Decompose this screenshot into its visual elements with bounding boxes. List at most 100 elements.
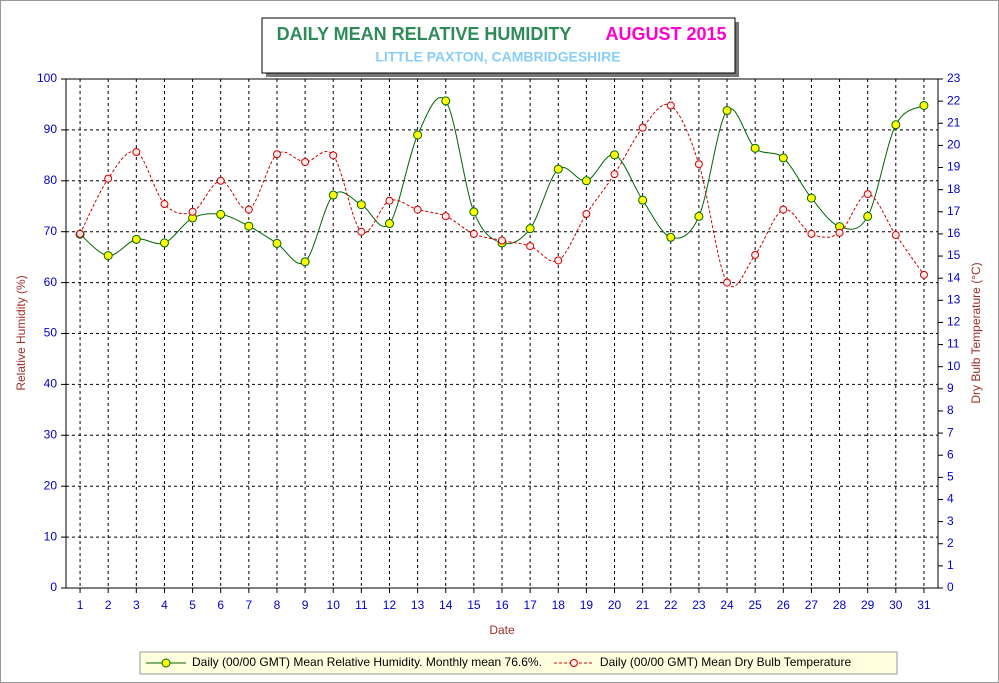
point [582, 209, 591, 218]
point [103, 251, 113, 261]
legend-marker [569, 659, 578, 667]
y2-tick-label: 2 [947, 536, 954, 550]
y-tick-label: 30 [44, 427, 58, 441]
y2-tick-label: 0 [947, 580, 954, 594]
x-tick-label: 5 [189, 598, 196, 612]
x-tick-label: 28 [833, 598, 847, 612]
point [300, 257, 310, 267]
y2-tick-label: 11 [947, 337, 960, 351]
y2-tick-label: 22 [947, 93, 961, 107]
x-tick-label: 22 [664, 598, 678, 612]
chart-subtitle: LITTLE PAXTON, CAMBRIDGESHIRE [375, 49, 620, 65]
point [188, 207, 197, 216]
x-tick-label: 21 [636, 598, 650, 612]
y2-tick-label: 17 [947, 204, 961, 218]
point [159, 238, 169, 248]
y2-axis-label: Dry Bulb Temperature (°C) [969, 262, 983, 403]
x-tick-label: 30 [889, 598, 903, 612]
x-tick-label: 27 [805, 598, 819, 612]
point [553, 164, 563, 174]
y2-tick-label: 21 [947, 115, 961, 129]
point [498, 236, 506, 245]
y-axis-label: Relative Humidity (%) [14, 275, 28, 390]
point [526, 242, 535, 251]
point [244, 205, 253, 214]
y-tick-label: 80 [44, 173, 58, 187]
point [638, 195, 648, 205]
y2-tick-label: 9 [947, 381, 954, 395]
point [441, 212, 450, 221]
point [778, 153, 788, 163]
x-tick-label: 6 [217, 598, 224, 612]
point [806, 193, 816, 203]
point [554, 256, 563, 265]
x-axis-label: Date [489, 623, 515, 637]
x-tick-label: 7 [245, 598, 252, 612]
x-tick-label: 9 [302, 598, 309, 612]
point [441, 96, 451, 106]
y-tick-label: 40 [44, 377, 58, 391]
y2-tick-label: 15 [947, 248, 961, 262]
x-tick-label: 18 [552, 598, 566, 612]
y-tick-label: 0 [50, 580, 57, 594]
point [891, 120, 901, 130]
y2-tick-label: 7 [947, 425, 954, 439]
point [779, 205, 788, 214]
point [666, 232, 676, 242]
point [357, 227, 366, 236]
point [216, 209, 226, 219]
y2-tick-label: 1 [947, 558, 954, 572]
y2-tick-label: 6 [947, 447, 954, 461]
y2-tick-label: 5 [947, 470, 954, 484]
point [244, 221, 254, 231]
x-tick-label: 3 [133, 598, 140, 612]
y2-tick-label: 10 [947, 359, 961, 373]
point [328, 190, 338, 200]
y-tick-label: 20 [44, 478, 58, 492]
legend [139, 651, 898, 675]
point [581, 176, 591, 186]
x-tick-label: 8 [274, 598, 281, 612]
y2-tick-label: 4 [947, 492, 954, 506]
y2-tick-label: 12 [947, 315, 961, 329]
point [216, 176, 225, 185]
y2-tick-label: 13 [947, 292, 961, 306]
point [76, 229, 85, 238]
x-tick-label: 25 [748, 598, 762, 612]
point [131, 234, 141, 244]
y2-tick-label: 3 [947, 514, 954, 528]
x-tick-label: 19 [580, 598, 594, 612]
y-tick-label: 100 [37, 71, 57, 85]
x-tick-label: 17 [523, 598, 537, 612]
point [919, 100, 929, 110]
y2-tick-label: 19 [947, 160, 961, 174]
legend-marker [161, 658, 171, 668]
y-tick-label: 90 [44, 122, 58, 136]
point [610, 150, 620, 160]
y2-tick-label: 20 [947, 138, 961, 152]
x-tick-label: 20 [608, 598, 622, 612]
x-tick-label: 29 [861, 598, 875, 612]
y2-tick-label: 18 [947, 182, 961, 196]
point [104, 174, 113, 183]
point [272, 150, 281, 159]
y-tick-label: 10 [44, 529, 58, 543]
x-tick-label: 2 [105, 598, 112, 612]
point [891, 231, 900, 240]
chart-period: AUGUST 2015 [605, 24, 726, 44]
point [469, 229, 478, 238]
x-tick-label: 24 [720, 598, 734, 612]
point [525, 224, 535, 234]
x-tick-label: 15 [467, 598, 481, 612]
x-tick-label: 14 [439, 598, 453, 612]
title-box [261, 17, 736, 74]
x-tick-label: 23 [692, 598, 706, 612]
point [863, 190, 872, 199]
y2-tick-label: 14 [947, 270, 961, 284]
point [160, 200, 169, 209]
point [272, 238, 282, 248]
x-tick-label: 13 [411, 598, 425, 612]
x-tick-label: 10 [327, 598, 341, 612]
y2-tick-label: 23 [947, 71, 961, 85]
